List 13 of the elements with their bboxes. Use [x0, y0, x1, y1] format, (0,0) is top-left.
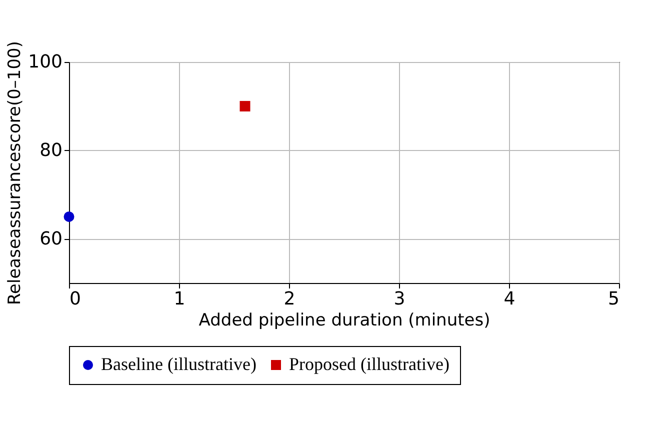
- x-tick-label: 4: [504, 288, 516, 310]
- legend-label: Proposed (illustrative): [289, 354, 450, 374]
- y-tick-label: 80: [40, 140, 62, 161]
- x-tick-label: 5: [608, 288, 620, 310]
- x-tick-label: 1: [174, 288, 186, 310]
- y-tick-label: 100: [28, 52, 62, 72]
- y-axis-title: Releaseassurancescore(0–100): [5, 40, 26, 306]
- y-tick-label: 60: [40, 228, 62, 250]
- legend-label: Baseline (illustrative): [101, 354, 256, 374]
- x-tick-label: 3: [394, 288, 406, 310]
- x-axis-title: Added pipeline duration (minutes): [198, 310, 490, 330]
- x-tick-label: 2: [284, 288, 296, 310]
- x-tick-label: 0: [70, 288, 81, 310]
